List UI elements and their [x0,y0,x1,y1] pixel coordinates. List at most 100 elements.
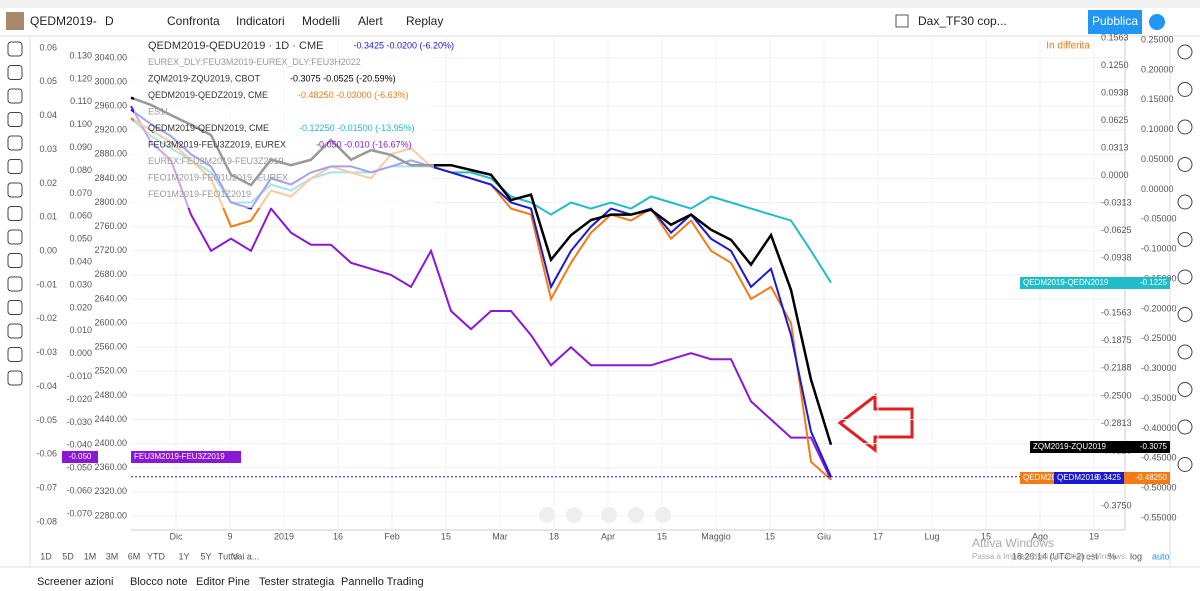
bottom-tab[interactable]: Screener azioni [37,576,113,588]
symbol[interactable]: QEDM2019- [30,14,97,28]
scale-option[interactable]: log [1130,551,1142,561]
range-button[interactable]: 5Y [200,551,211,561]
legend-name[interactable]: QEDM2019-QEDZ2019, CME [148,90,268,100]
range-button[interactable]: 1Y [178,551,189,561]
price-tag [1030,441,1170,453]
tool-icon[interactable] [7,88,23,104]
compare[interactable]: Confronta [167,14,220,28]
fullscreen-button[interactable] [1149,14,1165,30]
side-icon[interactable] [1177,44,1193,60]
legend-name[interactable]: EUREX_DLY:FEU3M2019-EUREX_DLY:FEU3H2022 [148,57,361,67]
bottom-tab[interactable]: Blocco note [130,576,187,588]
series-line [130,105,832,481]
range-button[interactable]: Tutto [218,551,238,561]
side-icon[interactable] [1177,419,1193,435]
tool-icon[interactable] [7,112,23,127]
zoom-control[interactable] [655,507,671,523]
tool-icon[interactable] [7,347,23,362]
scale-option[interactable]: auto [1152,551,1170,561]
tool-icon[interactable] [7,41,23,57]
side-icon[interactable] [1177,82,1193,97]
scale-label: -0.030 [66,417,92,427]
tool-icon[interactable] [7,300,23,315]
legend-name[interactable]: FEO1M2019-FEO1Z2019 [148,189,251,199]
legend-name[interactable]: QEDM2019-QEDU2019 · 1D · CME [148,40,323,52]
bottom-tab[interactable]: Tester strategia [259,576,335,588]
zoom-control[interactable] [601,507,617,523]
top-toolbar [0,8,1200,36]
scale-label: 0.020 [69,302,92,312]
goto[interactable]: Vai a... [232,551,259,561]
side-icon[interactable] [1177,119,1193,135]
scale-label: 0.15000 [1141,94,1174,104]
side-icon[interactable] [1177,382,1193,397]
tool-icon[interactable] [7,135,23,151]
y-tick-label: 2400.00 [94,438,127,448]
side-icon[interactable] [1177,344,1193,360]
x-tick-label: 15 [441,531,451,541]
tool-icon[interactable] [7,276,23,292]
scale-option[interactable]: % [1108,551,1116,561]
x-tick-label: Ago [1032,531,1048,541]
publish-button[interactable] [1088,10,1142,34]
scale-label: -0.01 [36,279,57,289]
side-icon[interactable] [1177,157,1193,172]
indicators[interactable]: Indicatori [236,14,285,28]
avatar[interactable] [6,12,24,30]
range-button[interactable]: 1M [84,551,97,561]
x-tick-label: 16 [333,531,343,541]
zoom-control[interactable] [539,507,555,523]
scale-label: -0.20000 [1141,303,1177,313]
side-icon[interactable] [1177,194,1193,210]
layout-name[interactable]: Dax_TF30 cop... [918,14,1007,28]
bottom-tab[interactable]: Pannello Trading [341,576,424,588]
interval[interactable]: D [105,14,114,28]
publish-label[interactable]: Pubblica [1092,14,1138,28]
legend-name[interactable]: QEDM2019-QEDN2019, CME [148,123,269,133]
scale-label: 0.010 [69,325,92,335]
legend-name[interactable]: EUREX:FEU3M2019-FEU3Z2019 [148,156,284,166]
scale-label: 0.05 [39,76,57,86]
bottom-tab[interactable]: Editor Pine [196,576,250,588]
y-tick-label: 2960.00 [94,100,127,110]
side-icon[interactable] [1177,269,1193,285]
side-icon[interactable] [1177,232,1193,247]
x-tick-label: 9 [227,531,232,541]
tool-icon[interactable] [7,229,23,245]
x-tick-label: Maggio [701,531,731,541]
legend-name[interactable]: FEO1M2019-FEO1U2019, EUREX [148,172,288,182]
scale-option[interactable]: est [1086,551,1099,561]
range-button[interactable]: YTD [147,551,166,561]
tool-icon[interactable] [7,206,23,221]
range-button[interactable]: 1D [40,551,52,561]
replay[interactable]: Replay [406,14,443,28]
tool-icon[interactable] [7,159,23,174]
range-button[interactable]: 5D [62,551,74,561]
price-tag [1020,277,1170,289]
tool-icon[interactable] [7,253,23,268]
legend-name[interactable]: FEU3M2019-FEU3Z2019, EUREX [148,139,286,149]
y-tick-label: 2720.00 [94,245,127,255]
legend-name[interactable]: ZQM2019-ZQU2019, CBOT [148,73,261,83]
range-button[interactable]: 6M [128,551,141,561]
scale-label: 0.100 [69,119,92,129]
side-icon[interactable] [1177,457,1193,472]
scale-label: -0.45000 [1141,453,1177,463]
zoom-control[interactable] [628,507,644,523]
scale-label: -0.03 [36,347,57,357]
tool-icon[interactable] [7,323,23,339]
scale-label: -0.2188 [1101,363,1132,373]
tool-icon[interactable] [7,370,23,386]
alert[interactable]: Alert [358,14,383,28]
checkbox[interactable] [895,14,909,28]
side-icon[interactable] [1177,307,1193,322]
tool-icon[interactable] [7,182,23,198]
legend-values: -0.050 -0.010 (-16.67%) [316,139,412,149]
tool-icon[interactable] [7,65,23,80]
templates[interactable]: Modelli [302,14,340,28]
legend-name[interactable]: ES1! [148,106,168,116]
range-button[interactable]: 3M [106,551,119,561]
zoom-control[interactable] [566,507,582,523]
scale-label: 0.130 [69,50,92,60]
